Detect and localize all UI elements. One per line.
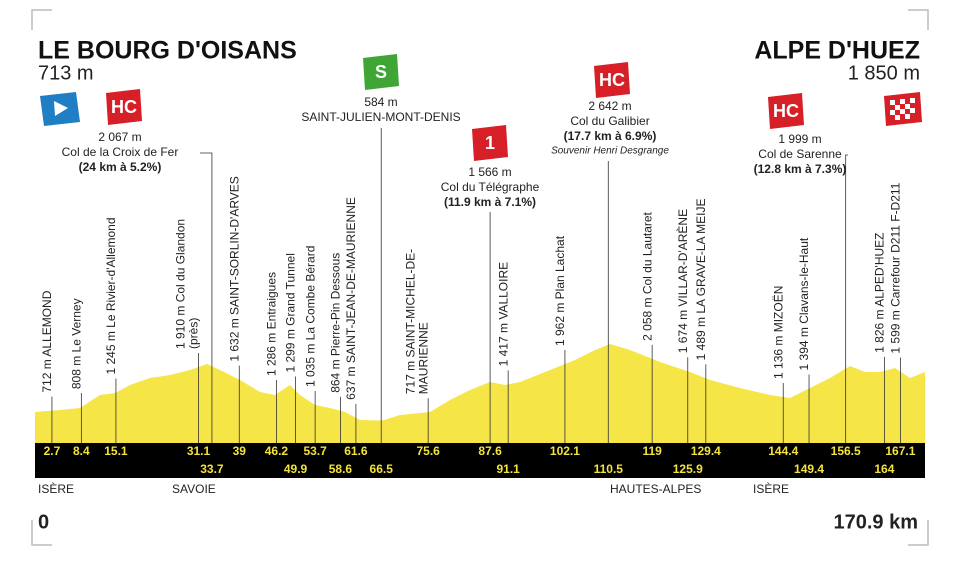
point-label: 1 245 m Le Rivier-d'Allemond xyxy=(104,217,118,374)
region-label: SAVOIE xyxy=(172,482,216,496)
km-label: 91.1 xyxy=(496,462,520,476)
km-label: 129.4 xyxy=(691,444,721,458)
finish-flag xyxy=(884,92,922,126)
point-label: 2 058 m Col du Lautaret xyxy=(640,211,654,340)
climb-connector xyxy=(200,152,213,443)
point-label: 1 286 m Entraigues xyxy=(265,272,279,376)
climb-name: Col de la Croix de Fer xyxy=(62,145,179,159)
climb-detail: (12.8 km à 7.3%) xyxy=(754,162,847,176)
climb-icon xyxy=(594,62,630,98)
km-label: 31.1 xyxy=(187,444,211,458)
point-label: 1 910 m Col du Glandon xyxy=(174,219,188,349)
climb-name: SAINT-JULIEN-MONT-DENIS xyxy=(301,110,460,124)
climb-altitude: 1 999 m xyxy=(778,132,821,146)
km-label: 87.6 xyxy=(478,444,502,458)
km-label: 167.1 xyxy=(885,444,915,458)
finish-name: ALPE D'HUEZ xyxy=(754,37,920,65)
region-label: ISÈRE xyxy=(753,481,789,496)
km-label: 39 xyxy=(233,444,247,458)
distance-start: 0 xyxy=(38,511,49,533)
km-label: 144.4 xyxy=(768,444,798,458)
region-label: ISÈRE xyxy=(38,481,74,496)
point-label: 1 417 m VALLOIRE xyxy=(496,262,510,367)
climb-altitude: 584 m xyxy=(364,95,397,109)
point-label: 1 299 m Grand Tunnel xyxy=(284,253,298,372)
point-label: 712 m ALLEMOND xyxy=(40,290,54,392)
point-label: 1 962 m Plan Lachat xyxy=(553,235,567,346)
point-label: 1 489 m LA GRAVE-LA MEIJE xyxy=(694,198,708,360)
km-label: 149.4 xyxy=(794,462,824,476)
climb-detail: (24 km à 5.2%) xyxy=(79,160,162,174)
point-label: 864 m Pierre-Pin Dessous xyxy=(329,253,343,393)
point-label: 1 599 m Carrefour D211 F-D211 xyxy=(889,182,903,353)
km-band xyxy=(35,443,925,478)
climb-connector xyxy=(845,154,848,443)
km-label: 102.1 xyxy=(550,444,580,458)
climb-altitude: 2 067 m xyxy=(98,130,141,144)
start-flag xyxy=(40,92,80,126)
km-label: 58.6 xyxy=(329,462,353,476)
start-name: LE BOURG D'OISANS xyxy=(38,37,297,65)
climb-detail: (17.7 km à 6.9%) xyxy=(564,129,657,143)
climb-altitude: 1 566 m xyxy=(468,165,511,179)
km-label: 8.4 xyxy=(73,444,90,458)
point-label: 1 674 m VILLAR-D'ARÈNE xyxy=(675,209,690,353)
climb-category: S xyxy=(375,62,387,82)
profile xyxy=(35,344,925,443)
climb-note: Souvenir Henri Desgrange xyxy=(551,146,669,157)
climb-name: Col de Sarenne xyxy=(758,147,842,161)
point-label: 1 632 m SAINT-SORLIN-D'ARVES xyxy=(227,176,241,361)
km-label: 156.5 xyxy=(831,444,861,458)
climb-detail: (11.9 km à 7.1%) xyxy=(444,195,536,209)
point-label: MAURIENNE xyxy=(416,322,430,394)
climb-category: HC xyxy=(599,70,625,90)
point-label: 1 136 m MIZOËN xyxy=(771,286,785,379)
climb-altitude: 2 642 m xyxy=(588,99,631,113)
km-label: 119 xyxy=(642,444,662,458)
climb-icon xyxy=(472,125,508,161)
point-label: 1 826 m ALPED'HUEZ xyxy=(873,232,887,352)
region-label: HAUTES-ALPES xyxy=(610,482,701,496)
point-label: 808 m Le Verney xyxy=(70,298,84,389)
start-altitude: 713 m xyxy=(38,62,94,84)
climb-name: Col du Télégraphe xyxy=(441,180,540,194)
km-label: 75.6 xyxy=(416,444,440,458)
km-label: 15.1 xyxy=(104,444,128,458)
km-label: 49.9 xyxy=(284,462,308,476)
km-label: 125.9 xyxy=(673,462,703,476)
point-label: 637 m SAINT-JEAN-DE-MAURIENNE xyxy=(344,197,358,400)
climb-icon xyxy=(106,89,142,125)
km-label: 53.7 xyxy=(303,444,327,458)
climb-icon xyxy=(363,54,399,90)
frame xyxy=(31,9,929,546)
km-label: 2.7 xyxy=(44,444,61,458)
distance-end: 170.9 km xyxy=(833,511,918,533)
point-label: 1 035 m La Combe Bérard xyxy=(303,246,317,387)
km-label: 110.5 xyxy=(594,462,624,476)
point-label: 1 394 m Clavans-le-Haut xyxy=(797,237,811,370)
point-label: 717 m SAINT-MICHEL-DE- xyxy=(403,249,417,394)
km-label: 46.2 xyxy=(265,444,289,458)
point-label: (près) xyxy=(187,318,201,349)
climb-category: 1 xyxy=(485,133,495,153)
finish-altitude: 1 850 m xyxy=(848,62,920,84)
climb-category: HC xyxy=(111,97,137,117)
climb-category: HC xyxy=(773,101,799,121)
climb-icon xyxy=(768,93,804,129)
km-label: 61.6 xyxy=(344,444,368,458)
km-label: 33.7 xyxy=(200,462,224,476)
climb-name: Col du Galibier xyxy=(570,114,649,128)
km-label: 66.5 xyxy=(370,462,394,476)
km-label: 164 xyxy=(874,462,894,476)
